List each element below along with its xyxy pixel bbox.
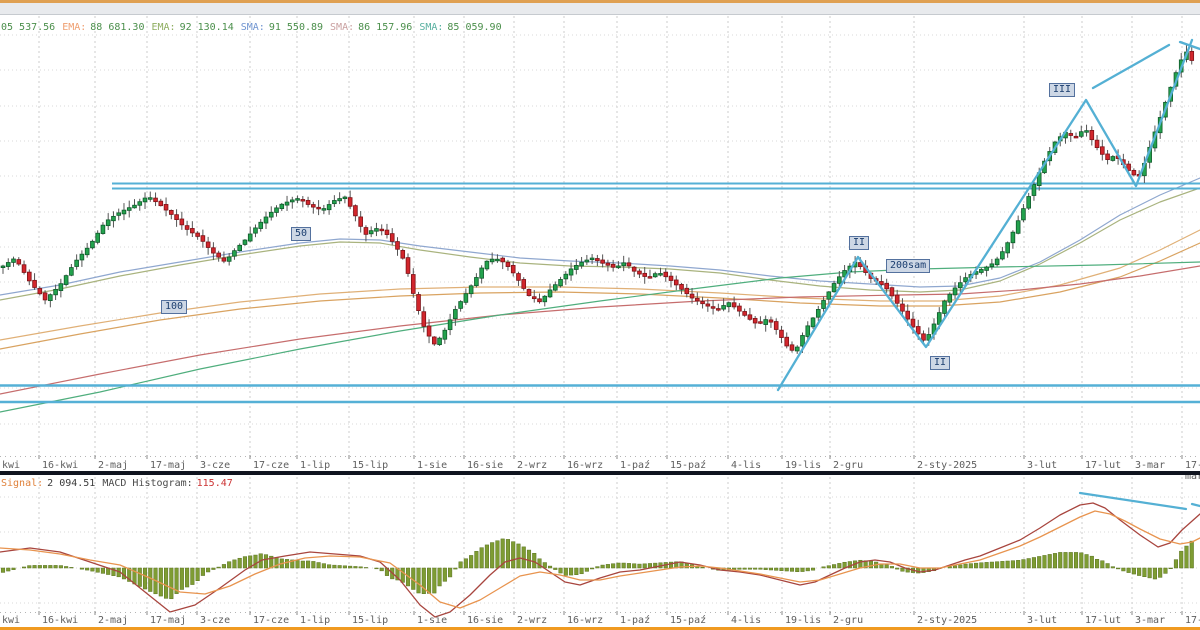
legend-label: SMA: [330,22,355,33]
legend-label: MACD Histogram: [102,478,193,489]
x-axis-label: 17-cze [253,615,290,626]
legend-label: SMA: [240,22,265,33]
x-axis-label: 17-lut [1085,615,1122,626]
x-axis-label: 2-maj [98,615,129,626]
x-axis-label: kwi [2,615,21,626]
x-axis-label: 4-lis [731,615,762,626]
indicator-legend: 05 537.56 EMA: 88 681.30 EMA: 92 130.14 SMA: 9… [1,22,502,33]
x-axis-label: 3-mar [1135,460,1166,471]
x-axis-label: 16-kwi [42,460,79,471]
x-axis-label: 2-maj [98,460,129,471]
x-axis-label: 3-mar [1135,615,1166,626]
macd-indicator-legend: Signal: 2 094.51 MACD Histogram: 115.47 [1,478,233,489]
toolbar-strip [0,3,1200,15]
ma50-label[interactable]: 50 [291,227,312,241]
x-axis-label: kwi [2,460,21,471]
x-axis-label: 3-cze [200,460,231,471]
x-axis-label: 2-wrz [517,460,548,471]
x-axis-label: 2-sty-2025 [917,615,978,626]
wave-iii-label[interactable]: III [1049,83,1076,97]
x-axis-label: 15-paź [670,615,707,626]
legend-value: 91 550.89 [268,22,324,33]
x-axis-label: 17-cze [253,460,290,471]
legend-value: 88 681.30 [90,22,145,33]
x-axis-label: 2-gru [833,615,864,626]
x-axis-label: 1-paź [620,460,651,471]
legend-label: SMA: [419,22,444,33]
x-axis-label: 16-wrz [567,615,604,626]
x-axis-label: 3-cze [200,615,231,626]
legend-label: EMA: [62,22,87,33]
x-axis-label: 17-lut [1085,460,1122,471]
x-axis-label: 15-lip [352,460,389,471]
x-axis-label: 2-gru [833,460,864,471]
x-axis-label: 15-lip [352,615,389,626]
wave-ii-top-label[interactable]: II [849,236,870,250]
x-axis-label: 3-lut [1027,615,1058,626]
x-axis-label: 1-sie [417,460,448,471]
legend-value: 2 094.51 [47,478,96,489]
x-axis-label: 19-lis [785,460,822,471]
x-axis-label: 3-lut [1027,460,1058,471]
x-axis-label: 15-paź [670,460,707,471]
x-axis-label: 2-sty-2025 [917,460,978,471]
x-axis-label: 16-kwi [42,615,79,626]
legend-value: 86 157.96 [358,22,413,33]
x-axis-macd: kwi 16-kwi 2-maj 17-maj 3-cze 17-cze 1-lip 15-l… [0,615,1200,630]
x-axis-label: 4-lis [731,460,762,471]
window-bottom-border [0,627,1200,630]
legend-value: 05 537.56 [1,22,56,33]
window-top-border [0,0,1200,3]
ma100-label[interactable]: 100 [161,300,188,314]
x-axis-label: 19-lis [785,615,822,626]
legend-value: 85 059.90 [447,22,502,33]
legend-label: EMA: [151,22,176,33]
legend-label: Signal: [1,478,44,489]
pane-separator[interactable] [0,471,1200,475]
x-axis-main: kwi 16-kwi 2-maj 17-maj 3-cze 17-cze 1-lip 15-l… [0,460,1200,482]
x-axis-label: 1-sie [417,615,448,626]
x-axis-label: 16-sie [467,615,504,626]
sma200-label[interactable]: 200sam [886,259,931,273]
x-axis-label: 17-maj [150,615,187,626]
x-axis-label: 1-lip [300,615,331,626]
x-axis-label: 16-sie [467,460,504,471]
x-axis-label: 17-maj [150,460,187,471]
x-axis-label: 17-mar [1185,460,1200,482]
x-axis-label: 1-paź [620,615,651,626]
legend-value: 115.47 [196,478,233,489]
wave-ii-bottom-label[interactable]: II [930,356,951,370]
x-axis-label: 16-wrz [567,460,604,471]
x-axis-label: 1-lip [300,460,331,471]
legend-value: 92 130.14 [179,22,234,33]
x-axis-label: 2-wrz [517,615,548,626]
